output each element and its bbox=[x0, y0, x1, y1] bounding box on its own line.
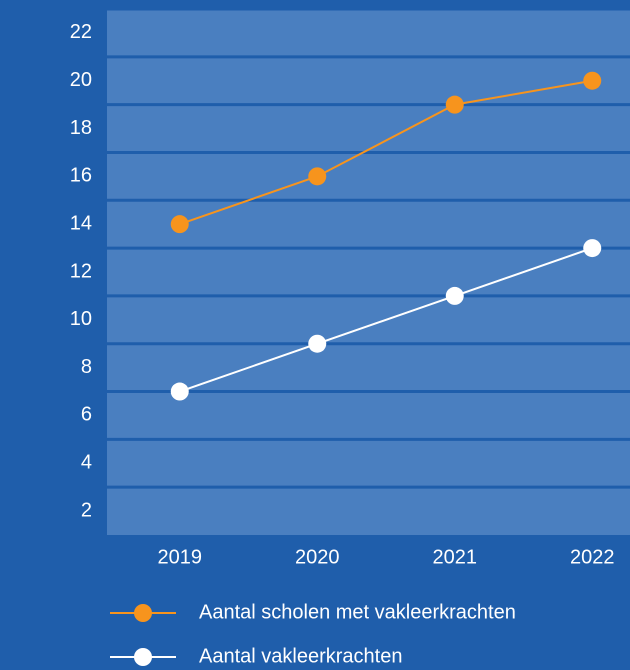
y-tick-label: 8 bbox=[81, 356, 92, 378]
chart: 2468101214161820222019202020212022Aantal… bbox=[0, 0, 630, 670]
legend-label: Aantal scholen met vakleerkrachten bbox=[199, 601, 516, 623]
y-tick-label: 2 bbox=[81, 499, 92, 521]
y-tick-label: 4 bbox=[81, 452, 92, 474]
data-point bbox=[171, 383, 189, 401]
y-tick-label: 20 bbox=[70, 69, 92, 91]
y-tick-label: 14 bbox=[70, 212, 92, 234]
legend-marker bbox=[134, 604, 152, 622]
data-point bbox=[308, 167, 326, 185]
y-tick-label: 16 bbox=[70, 165, 92, 187]
y-tick-label: 18 bbox=[70, 117, 92, 139]
y-tick-label: 10 bbox=[70, 308, 92, 330]
data-point bbox=[308, 335, 326, 353]
data-point bbox=[583, 72, 601, 90]
data-point bbox=[583, 239, 601, 257]
x-tick-label: 2019 bbox=[158, 546, 203, 568]
data-point bbox=[171, 215, 189, 233]
legend-marker bbox=[134, 648, 152, 666]
x-tick-label: 2020 bbox=[295, 546, 340, 568]
x-tick-label: 2022 bbox=[570, 546, 615, 568]
y-tick-label: 22 bbox=[70, 21, 92, 43]
legend-label: Aantal vakleerkrachten bbox=[199, 645, 402, 667]
x-tick-label: 2021 bbox=[433, 546, 478, 568]
data-point bbox=[446, 96, 464, 114]
data-point bbox=[446, 287, 464, 305]
y-tick-label: 6 bbox=[81, 404, 92, 426]
y-tick-label: 12 bbox=[70, 260, 92, 282]
